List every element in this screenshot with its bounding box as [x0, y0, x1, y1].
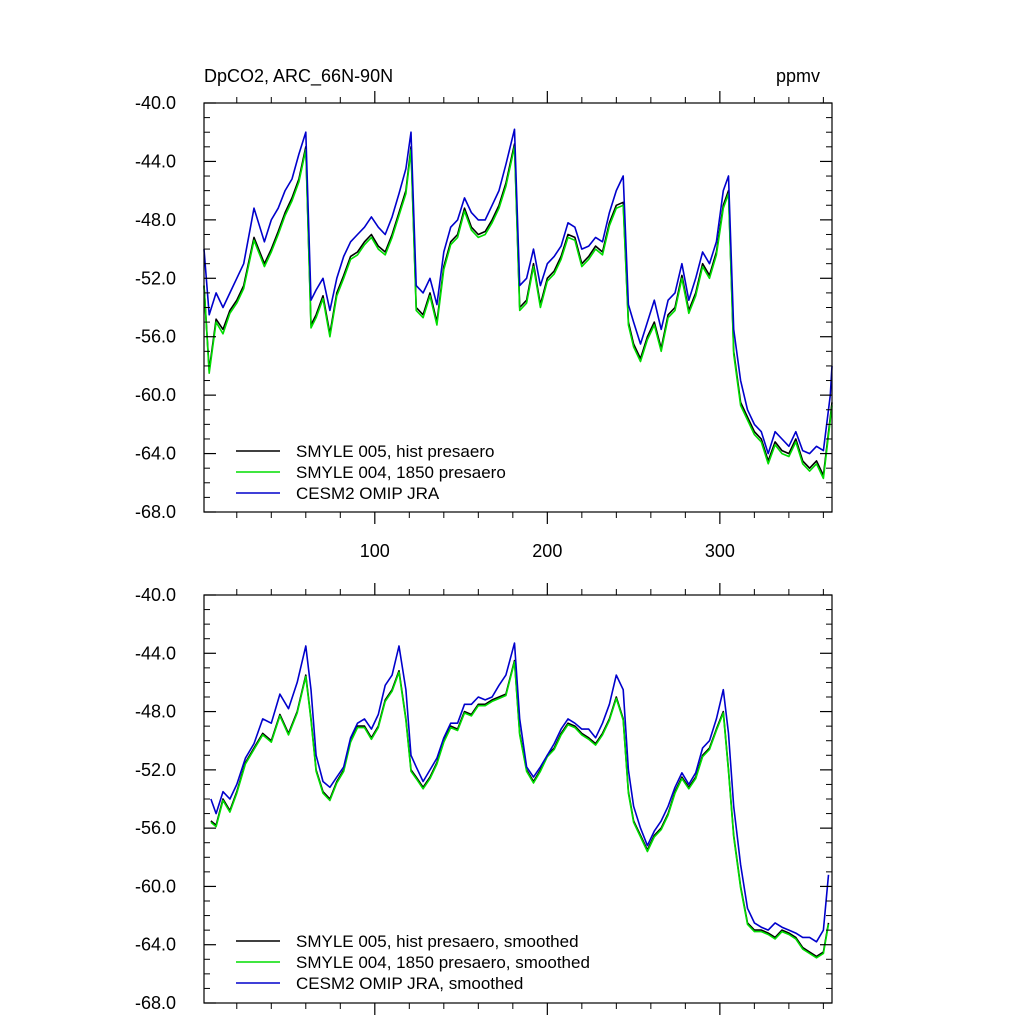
- chart-panel-top: DpCO2, ARC_66N-90N ppmv -40.0 -44.0 -48.0 -…: [135, 66, 833, 561]
- y-tick-label: -40.0: [135, 93, 176, 113]
- chart-panel-bottom: -40.0 -44.0 -48.0 -52.0 -56.0 -60.0 -64.0 -68.0…: [135, 583, 833, 1015]
- legend-label: SMYLE 004, 1850 presaero: [296, 463, 506, 482]
- legend-label: CESM2 OMIP JRA: [296, 484, 440, 503]
- y-tick-label: -44.0: [135, 643, 176, 663]
- y-tick-label: -52.0: [135, 268, 176, 288]
- series-line-2: [210, 661, 830, 959]
- units-label: ppmv: [776, 66, 820, 86]
- y-tick-label: -60.0: [135, 876, 176, 896]
- y-tick-label: -68.0: [135, 502, 176, 522]
- y-tick-label: -64.0: [135, 444, 176, 464]
- series-line-3: [210, 642, 830, 943]
- y-tick-label: -56.0: [135, 818, 176, 838]
- y-tick-label: -52.0: [135, 760, 176, 780]
- y-tick-label: -56.0: [135, 327, 176, 347]
- chart-title: DpCO2, ARC_66N-90N: [204, 66, 393, 87]
- y-tick-label: -60.0: [135, 385, 176, 405]
- y-tick-label: -64.0: [135, 935, 176, 955]
- x-tick-label: 300: [705, 541, 735, 561]
- y-tick-label: -44.0: [135, 151, 176, 171]
- x-tick-label: 200: [532, 541, 562, 561]
- legend-label: CESM2 OMIP JRA, smoothed: [296, 974, 523, 993]
- series-line-3: [203, 128, 833, 455]
- legend-label: SMYLE 005, hist presaero, smoothed: [296, 932, 579, 951]
- y-tick-label: -68.0: [135, 993, 176, 1013]
- legend-label: SMYLE 005, hist presaero: [296, 442, 494, 461]
- legend: SMYLE 005, hist presaero, smoothed SMYLE …: [236, 932, 590, 993]
- y-tick-label: -48.0: [135, 702, 176, 722]
- x-tick-label: 100: [360, 541, 390, 561]
- y-tick-label: -40.0: [135, 585, 176, 605]
- y-tick-label: -48.0: [135, 210, 176, 230]
- legend-label: SMYLE 004, 1850 presaero, smoothed: [296, 953, 590, 972]
- legend: SMYLE 005, hist presaero SMYLE 004, 1850 …: [236, 442, 506, 503]
